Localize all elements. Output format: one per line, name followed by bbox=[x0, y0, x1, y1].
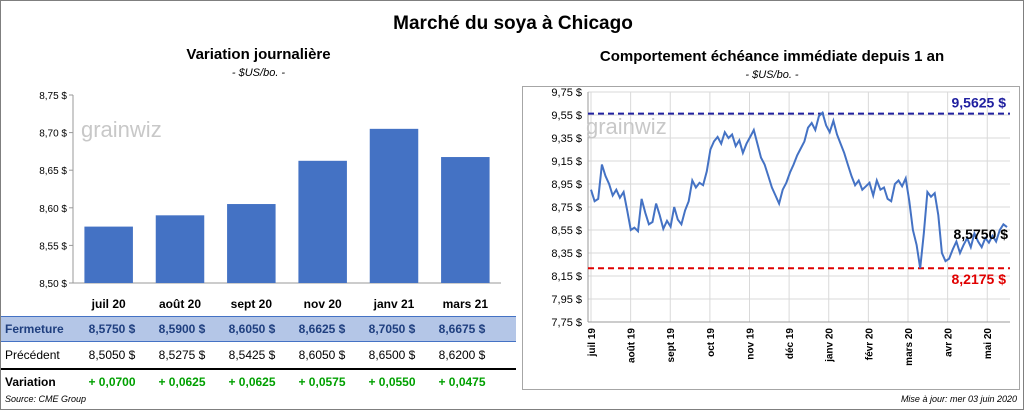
bar bbox=[298, 160, 347, 283]
y-tick-label: 9,55 $ bbox=[551, 110, 582, 122]
right-chart-title: Comportement échéance immédiate depuis 1… bbox=[599, 48, 945, 65]
x-category-label: juil 20 bbox=[91, 297, 126, 311]
close-value: 8,5900 $ bbox=[158, 322, 206, 336]
previous-value: 8,6050 $ bbox=[298, 348, 346, 362]
previous-value: 8,5425 $ bbox=[228, 348, 276, 362]
variation-value: + 0,0575 bbox=[298, 375, 346, 389]
y-tick-label: 8,65 $ bbox=[39, 166, 67, 177]
y-tick-label: 7,75 $ bbox=[551, 317, 582, 329]
y-tick-label: 8,55 $ bbox=[39, 241, 67, 252]
table-row-variation: Variation + 0,0700 + 0,0625 + 0,0625 + 0… bbox=[1, 368, 516, 394]
previous-value: 8,6500 $ bbox=[368, 348, 416, 362]
bar bbox=[84, 226, 133, 283]
price-series-line bbox=[590, 110, 1008, 269]
variation-value: + 0,0700 bbox=[88, 375, 136, 389]
variation-value: + 0,0625 bbox=[228, 375, 276, 389]
close-value: 8,6625 $ bbox=[298, 322, 346, 336]
y-tick-label: 8,55 $ bbox=[551, 225, 582, 237]
left-chart-title: Variation journalière bbox=[186, 46, 331, 63]
update-note: Mise à jour: mer 03 juin 2020 bbox=[900, 394, 1017, 404]
close-value: 8,5750 $ bbox=[88, 322, 136, 336]
row-label-variation: Variation bbox=[5, 375, 56, 389]
bar bbox=[227, 204, 276, 283]
y-tick-label: 8,35 $ bbox=[551, 248, 582, 260]
x-tick-label: déc 19 bbox=[785, 328, 796, 360]
watermark-logo: grainwiz bbox=[81, 117, 162, 142]
y-tick-label: 8,75 $ bbox=[551, 202, 582, 214]
last-value-label: 8,5750 $ bbox=[954, 226, 1009, 242]
page-title: Marché du soya à Chicago bbox=[393, 13, 633, 34]
row-label-previous: Précédent bbox=[5, 348, 60, 362]
close-value: 8,6050 $ bbox=[228, 322, 276, 336]
y-tick-label: 8,75 $ bbox=[39, 91, 67, 102]
x-tick-label: juil 19 bbox=[587, 328, 598, 358]
y-tick-label: 9,75 $ bbox=[551, 87, 582, 99]
x-category-label: août 20 bbox=[159, 297, 201, 311]
table-row-previous: Précédent 8,5050 $ 8,5275 $ 8,5425 $ 8,6… bbox=[1, 343, 516, 367]
x-tick-label: oct 19 bbox=[706, 328, 717, 357]
y-tick-label: 8,95 $ bbox=[551, 179, 582, 191]
x-category-label: sept 20 bbox=[231, 297, 273, 311]
low-value-label: 8,2175 $ bbox=[952, 271, 1007, 287]
source-note: Source: CME Group bbox=[5, 394, 87, 404]
right-chart-unit: - $US/bo. - bbox=[745, 69, 799, 81]
x-tick-label: août 19 bbox=[627, 328, 638, 363]
previous-value: 8,5050 $ bbox=[88, 348, 136, 362]
bar bbox=[155, 215, 205, 283]
y-tick-label: 9,35 $ bbox=[551, 133, 582, 145]
previous-value: 8,6200 $ bbox=[438, 348, 486, 362]
y-tick-label: 8,15 $ bbox=[551, 271, 582, 283]
y-tick-label: 8,60 $ bbox=[39, 204, 67, 215]
row-label-close: Fermeture bbox=[5, 322, 64, 336]
y-tick-label: 9,15 $ bbox=[551, 156, 582, 168]
previous-value: 8,5275 $ bbox=[158, 348, 206, 362]
x-category-label: janv 21 bbox=[373, 297, 415, 311]
x-category-label: nov 20 bbox=[304, 297, 342, 311]
x-category-label: mars 21 bbox=[443, 297, 489, 311]
high-value-label: 9,5625 $ bbox=[952, 95, 1007, 111]
y-tick-label: 8,70 $ bbox=[39, 129, 67, 140]
x-tick-label: nov 19 bbox=[745, 328, 756, 360]
x-tick-label: févr 20 bbox=[864, 328, 875, 361]
daily-variation-bar-chart: grainwiz 8,50 $ 8,55 $ 8,60 $ 8,65 $ 8,70 $ 8,… bbox=[39, 91, 501, 311]
variation-value: + 0,0550 bbox=[368, 375, 416, 389]
left-chart-unit: - $US/bo. - bbox=[231, 67, 286, 79]
variation-value: + 0,0475 bbox=[438, 375, 486, 389]
right-chart-panel bbox=[522, 86, 1020, 390]
close-value: 8,6675 $ bbox=[438, 322, 486, 336]
variation-value: + 0,0625 bbox=[158, 375, 206, 389]
y-tick-label: 8,50 $ bbox=[39, 279, 67, 290]
x-tick-label: janv 20 bbox=[825, 328, 836, 363]
watermark-logo: grainwiz bbox=[586, 114, 667, 139]
x-tick-label: mai 20 bbox=[983, 328, 994, 360]
front-month-line-chart: 7,75 $ 7,95 $ 8,15 $ 8,35 $ 8,55 $ 8,75 $ 8,95… bbox=[551, 87, 1010, 366]
prices-table: Fermeture 8,5750 $ 8,5900 $ 8,6050 $ 8,6… bbox=[1, 314, 516, 394]
close-value: 8,7050 $ bbox=[368, 322, 416, 336]
x-tick-label: sept 19 bbox=[666, 328, 677, 363]
table-row-close: Fermeture 8,5750 $ 8,5900 $ 8,6050 $ 8,6… bbox=[1, 316, 516, 342]
bar bbox=[369, 128, 419, 283]
bar bbox=[441, 157, 490, 283]
x-tick-label: mars 20 bbox=[904, 328, 915, 366]
x-tick-label: avr 20 bbox=[944, 328, 955, 357]
y-tick-label: 7,95 $ bbox=[551, 294, 582, 306]
